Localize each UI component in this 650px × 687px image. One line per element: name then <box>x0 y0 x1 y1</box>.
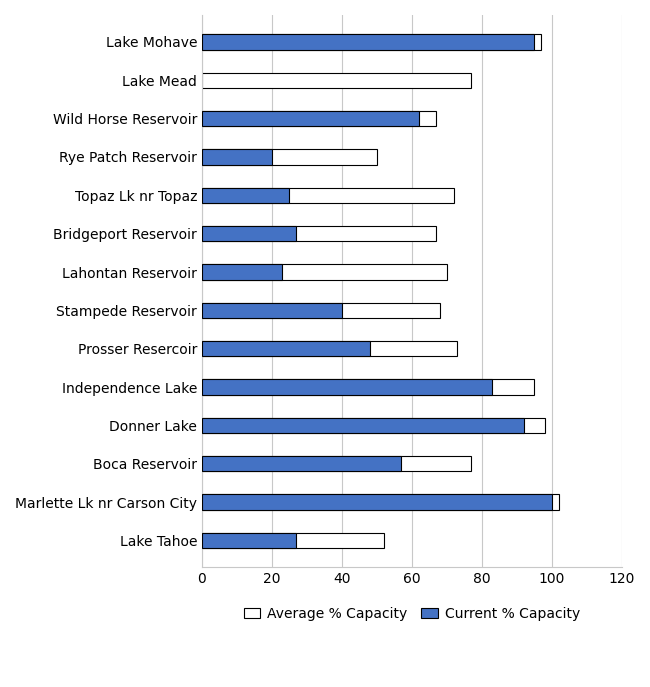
Bar <box>202 111 436 126</box>
Bar <box>202 188 454 203</box>
Bar <box>202 495 559 510</box>
Bar <box>202 149 377 165</box>
Bar <box>202 418 524 433</box>
Bar <box>202 73 471 88</box>
Bar <box>202 341 458 357</box>
Bar <box>202 34 534 49</box>
Bar <box>202 341 370 357</box>
Bar <box>202 149 272 165</box>
Bar <box>202 456 471 471</box>
Bar <box>202 264 282 280</box>
Bar <box>202 226 296 241</box>
Bar <box>202 303 342 318</box>
Bar <box>202 34 541 49</box>
Bar <box>202 456 401 471</box>
Bar <box>202 111 419 126</box>
Bar <box>202 226 436 241</box>
Bar <box>202 533 384 548</box>
Bar <box>202 495 552 510</box>
Bar <box>202 533 296 548</box>
Legend: Average % Capacity, Current % Capacity: Average % Capacity, Current % Capacity <box>238 602 586 627</box>
Bar <box>202 303 440 318</box>
Bar <box>202 188 289 203</box>
Bar <box>202 418 545 433</box>
Bar <box>202 264 447 280</box>
Bar <box>202 379 534 395</box>
Bar <box>202 379 492 395</box>
